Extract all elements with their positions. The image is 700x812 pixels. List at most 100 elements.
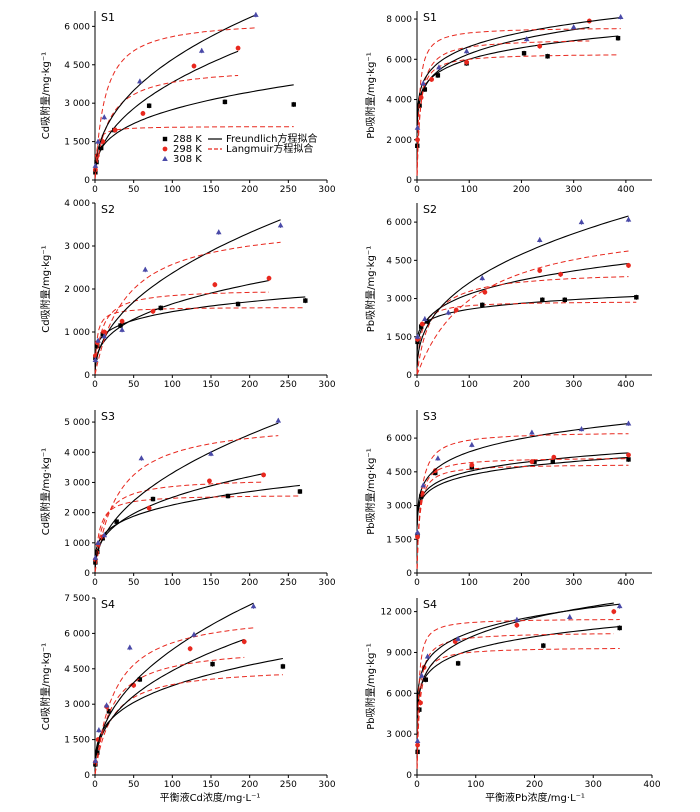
data-point — [100, 139, 106, 144]
data-point — [616, 603, 623, 609]
data-point — [529, 459, 535, 465]
freundlich-fit-line — [94, 296, 306, 358]
data-point — [207, 478, 212, 484]
panel-label: S2 — [423, 203, 437, 216]
data-point — [118, 323, 123, 328]
x-tick-label: 400 — [617, 578, 634, 588]
x-tick-label: 300 — [318, 380, 335, 390]
data-point — [570, 24, 577, 30]
panel-label: S4 — [101, 598, 115, 611]
langmuir-fit-line — [416, 250, 629, 375]
data-point — [418, 700, 423, 706]
data-point — [266, 275, 272, 281]
data-point — [275, 417, 282, 423]
data-point — [150, 308, 156, 314]
data-point — [445, 309, 452, 315]
freundlich-fit-line — [416, 26, 590, 134]
panel-label: S1 — [101, 11, 115, 24]
x-tick-label: 200 — [241, 185, 258, 195]
y-tick-label: 3 000 — [386, 502, 412, 512]
freundlich-fit-line — [416, 16, 621, 126]
data-point — [222, 99, 228, 105]
data-point — [464, 59, 470, 65]
data-point — [422, 315, 428, 321]
data-point — [112, 127, 118, 133]
x-tick-label: 200 — [241, 578, 258, 588]
data-point — [137, 78, 143, 84]
y-tick-label: 1 500 — [386, 535, 412, 545]
x-tick-label: 300 — [565, 185, 582, 195]
legend-label: 298 K — [173, 144, 202, 155]
x-tick-label: 150 — [202, 380, 219, 390]
freundlich-fit-line — [416, 626, 620, 719]
data-point — [626, 452, 631, 458]
x-tick-label: 200 — [241, 380, 258, 390]
langmuir-fit-line — [94, 495, 300, 571]
y-axis-label: Pb吸附量/mg·kg⁻¹ — [364, 52, 377, 138]
data-point — [417, 103, 422, 108]
data-point — [291, 102, 296, 107]
data-point — [140, 111, 146, 116]
y-tick-label: 0 — [84, 371, 90, 381]
data-point — [146, 103, 152, 108]
data-point — [101, 333, 108, 339]
x-tick-label: 250 — [280, 380, 297, 390]
x-tick-label: 300 — [565, 578, 582, 588]
data-point — [414, 529, 421, 535]
data-point — [420, 80, 427, 86]
langmuir-fit-line — [94, 27, 256, 178]
panel-label: S3 — [101, 410, 115, 423]
data-point — [261, 472, 266, 478]
freundlich-fit-line — [94, 602, 254, 767]
y-tick-label: 3 000 — [386, 295, 412, 305]
y-tick-label: 8 000 — [386, 15, 412, 25]
data-point — [436, 64, 442, 70]
data-point — [103, 702, 110, 708]
y-tick-label: 4 000 — [64, 448, 90, 458]
data-point — [566, 614, 573, 620]
x-tick-label: 50 — [128, 780, 140, 790]
x-axis-label-pb: 平衡液Pb浓度/mg·L⁻¹ — [485, 791, 585, 804]
x-tick-label: 100 — [164, 578, 181, 588]
data-point — [235, 45, 241, 51]
y-tick-label: 0 — [84, 176, 90, 186]
x-tick-label: 300 — [318, 578, 335, 588]
x-tick-label: 300 — [318, 185, 335, 195]
data-point — [191, 631, 197, 637]
freundlich-fit-line — [94, 638, 245, 767]
data-point — [101, 114, 108, 120]
freundlich-fit-line — [416, 215, 629, 367]
data-point — [550, 459, 555, 464]
langmuir-fit-line — [94, 674, 283, 774]
data-point — [578, 219, 585, 225]
x-tick-label: 0 — [92, 578, 98, 588]
y-axis-label: Pb吸附量/mg·kg⁻¹ — [364, 643, 377, 729]
data-point — [625, 216, 632, 222]
freundlich-fit-line — [416, 35, 619, 127]
data-point — [419, 321, 425, 327]
x-tick-label: 400 — [617, 380, 634, 390]
data-point — [119, 326, 125, 332]
x-tick-label: 150 — [202, 780, 219, 790]
data-point — [95, 750, 100, 755]
x-tick-label: 200 — [526, 780, 543, 790]
data-point — [626, 457, 631, 462]
legend-marker — [162, 136, 168, 142]
data-point — [212, 282, 218, 288]
x-tick-label: 300 — [585, 780, 602, 790]
freundlich-fit-line — [94, 14, 257, 172]
y-tick-label: 4 500 — [64, 61, 90, 71]
data-point — [423, 677, 429, 682]
freundlich-fit-line — [94, 422, 279, 568]
data-point — [455, 635, 461, 641]
y-tick-label: 12 000 — [381, 608, 413, 618]
panel-s3-cd: 0 50 100 150 200 250 300 0 1 000 2 000 3 000 4 000 5… — [39, 410, 336, 588]
x-tick-label: 100 — [164, 380, 181, 390]
data-point — [241, 639, 247, 645]
y-tick-label: 3 000 — [386, 730, 412, 740]
data-point — [562, 297, 567, 303]
data-point — [250, 603, 257, 609]
data-point — [617, 625, 622, 631]
data-point — [146, 505, 152, 511]
